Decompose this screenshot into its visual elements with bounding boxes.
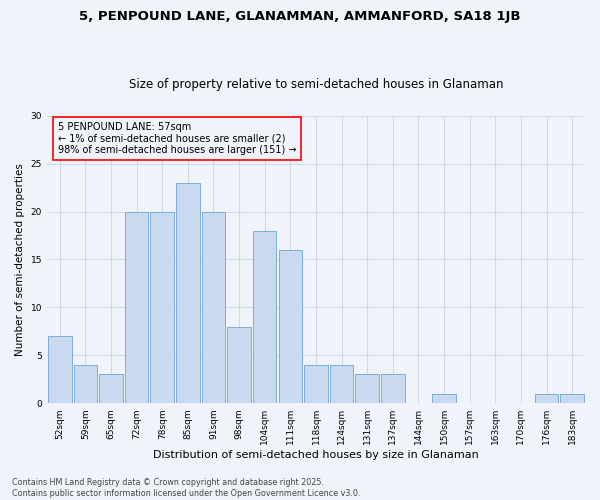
Bar bbox=[151, 212, 174, 403]
Bar bbox=[535, 394, 559, 403]
Bar bbox=[432, 394, 456, 403]
Text: 5, PENPOUND LANE, GLANAMMAN, AMMANFORD, SA18 1JB: 5, PENPOUND LANE, GLANAMMAN, AMMANFORD, … bbox=[79, 10, 521, 23]
Bar bbox=[125, 212, 148, 403]
Bar bbox=[74, 365, 97, 403]
Text: 5 PENPOUND LANE: 57sqm
← 1% of semi-detached houses are smaller (2)
98% of semi-: 5 PENPOUND LANE: 57sqm ← 1% of semi-deta… bbox=[58, 122, 296, 154]
Bar bbox=[355, 374, 379, 403]
Bar bbox=[304, 365, 328, 403]
Bar bbox=[330, 365, 353, 403]
Title: Size of property relative to semi-detached houses in Glanaman: Size of property relative to semi-detach… bbox=[129, 78, 503, 91]
Bar bbox=[176, 183, 200, 403]
X-axis label: Distribution of semi-detached houses by size in Glanaman: Distribution of semi-detached houses by … bbox=[153, 450, 479, 460]
Y-axis label: Number of semi-detached properties: Number of semi-detached properties bbox=[15, 163, 25, 356]
Bar bbox=[48, 336, 71, 403]
Bar bbox=[278, 250, 302, 403]
Bar bbox=[99, 374, 123, 403]
Bar bbox=[381, 374, 404, 403]
Text: Contains HM Land Registry data © Crown copyright and database right 2025.
Contai: Contains HM Land Registry data © Crown c… bbox=[12, 478, 361, 498]
Bar bbox=[253, 231, 277, 403]
Bar bbox=[202, 212, 225, 403]
Bar bbox=[227, 326, 251, 403]
Bar bbox=[560, 394, 584, 403]
